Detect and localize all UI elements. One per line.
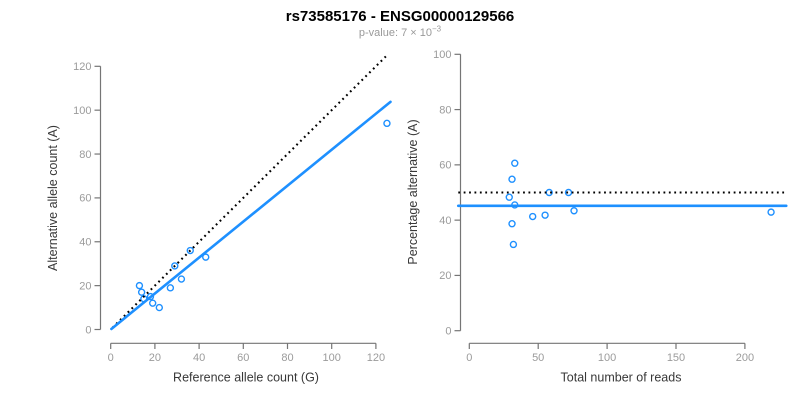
data-point [383, 119, 391, 128]
pvalue-subtitle: p-value: 7 × 10−3 [0, 24, 800, 39]
y-axis-title-percentage-vs-reads-panel: Percentage alternative (A) [406, 119, 420, 264]
data-point [146, 292, 155, 301]
y-tick-label: 60 [439, 160, 451, 172]
x-tick-label: 150 [667, 352, 685, 364]
data-point [137, 288, 146, 296]
data-point [570, 207, 578, 215]
y-tick-label: 20 [439, 270, 451, 282]
x-tick-label: 80 [281, 352, 293, 364]
data-point [177, 275, 186, 283]
x-tick-label: 0 [108, 352, 114, 364]
data-point [171, 262, 179, 270]
pvalue-text: p-value: 7 × 10 [358, 27, 432, 39]
data-point [148, 299, 157, 307]
y-tick-label: 40 [439, 215, 451, 227]
x-tick-label: 120 [367, 352, 385, 364]
y-tick-label: 80 [439, 104, 451, 116]
data-point [564, 188, 573, 197]
y-tick-label: 80 [79, 149, 91, 161]
data-point [511, 159, 519, 167]
data-point [166, 284, 175, 292]
data-point [508, 175, 516, 183]
fitted-ratio-line [110, 100, 392, 331]
data-point [155, 303, 164, 312]
x-axis-title-percentage-vs-reads-panel: Total number of reads [561, 371, 682, 385]
x-tick-label: 100 [323, 352, 341, 364]
data-point [767, 208, 775, 216]
y-tick-label: 100 [433, 49, 451, 61]
x-tick-label: 0 [466, 352, 472, 364]
x-axis-title-allele-counts-panel: Reference allele count (G) [173, 371, 319, 385]
data-point [541, 211, 549, 219]
page-title: rs73585176 - ENSG00000129566 [285, 8, 515, 25]
x-tick-label: 40 [193, 352, 205, 364]
y-axis-title-allele-counts-panel: Alternative allele count (A) [46, 125, 60, 271]
data-point [528, 212, 537, 221]
data-point [508, 220, 516, 228]
x-tick-label: 200 [736, 352, 754, 364]
x-tick-label: 20 [149, 352, 161, 364]
y-tick-label: 20 [79, 280, 91, 292]
y-tick-label: 0 [445, 326, 451, 338]
x-tick-label: 50 [532, 352, 544, 364]
data-point [186, 246, 194, 255]
y-tick-label: 40 [79, 237, 91, 249]
pvalue-exponent: −3 [431, 24, 442, 34]
data-point [202, 253, 210, 261]
y-tick-label: 100 [73, 105, 91, 117]
data-point [509, 240, 518, 249]
y-tick-label: 120 [73, 61, 91, 73]
identity-line [111, 55, 387, 329]
data-point [135, 281, 144, 290]
x-tick-label: 60 [237, 352, 249, 364]
y-tick-label: 0 [85, 324, 91, 336]
y-tick-label: 60 [79, 193, 91, 205]
data-point [505, 193, 513, 201]
x-tick-label: 100 [598, 352, 616, 364]
